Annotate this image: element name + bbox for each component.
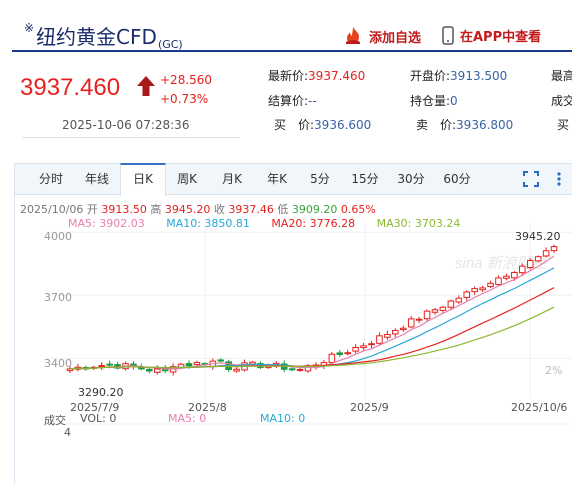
vol-ma5: MA5: 0	[168, 412, 207, 425]
quote-timestamp: 2025-10-06 07:28:36	[62, 118, 190, 132]
stat-label: 结算价:	[268, 94, 309, 108]
ma30-value: MA30: 3703.24	[376, 217, 461, 230]
stat-value: 3936.600	[314, 118, 372, 132]
y-tick-3400: 3400	[44, 357, 72, 370]
volume-sub: 4	[64, 426, 71, 439]
stat-value: 0	[450, 94, 458, 108]
stat-open-interest: 持仓量:0	[410, 92, 458, 109]
ohlc-open: 3913.50	[101, 203, 147, 216]
view-in-app-button[interactable]: 在APP中查看	[442, 26, 541, 45]
stat-high: 最高	[551, 67, 572, 84]
ohlc-close: 3937.46	[228, 203, 274, 216]
vol-ma10: MA10: 0	[260, 412, 306, 425]
ohlc-close-label: 收	[213, 203, 225, 216]
min-price-label: 3290.20	[78, 386, 124, 399]
tab-weekly-k[interactable]: 周K	[177, 172, 197, 186]
stat-settle: 结算价:--	[268, 92, 317, 109]
phone-icon	[442, 26, 454, 45]
ma20-value: MA20: 3776.28	[271, 217, 356, 230]
x-tick-start: 2025/7/9	[70, 401, 120, 414]
ma5-value: MA5: 3902.03	[68, 217, 145, 230]
tab-yearly-k[interactable]: 年K	[267, 172, 287, 186]
page-title: ※ 纽约黄金CFD(GC)	[24, 21, 183, 51]
tab-daily-k[interactable]: 日K	[120, 163, 166, 196]
ohlc-open-label: 开	[86, 203, 98, 216]
stat-label: 最高	[551, 69, 572, 83]
ohlc-readout: 2025/10/06 开 3913.50 高 3945.20 收 3937.46…	[20, 201, 376, 217]
instrument-code: (GC)	[157, 38, 183, 51]
ma-legend: MA5: 3902.03 MA10: 3850.81 MA20: 3776.28…	[68, 217, 478, 230]
divider	[22, 137, 240, 138]
stat-value: 3937.460	[308, 69, 366, 83]
price-change: +28.560 +0.73%	[160, 71, 212, 109]
tab-5min[interactable]: 5分	[310, 172, 330, 186]
ohlc-high-label: 高	[150, 203, 162, 216]
y-tick-3700: 3700	[44, 291, 72, 304]
stat-label: 开盘价:	[410, 69, 451, 83]
volume-label: 成交	[44, 414, 66, 427]
x-tick-aug: 2025/8	[188, 401, 227, 414]
current-price: 3937.460	[20, 74, 121, 101]
stat-bid: 买 价:3936.600	[268, 116, 371, 133]
stat-value: 3913.500	[450, 69, 508, 83]
tab-30min[interactable]: 30分	[397, 172, 425, 186]
ohlc-low-label: 低	[277, 203, 289, 216]
title-underline	[12, 50, 572, 52]
ohlc-pct: 0.65%	[340, 203, 376, 216]
view-in-app-label: 在APP中查看	[460, 30, 542, 45]
tab-15min[interactable]: 15分	[351, 172, 379, 186]
stat-volume: 成交	[551, 92, 572, 109]
stat-label: 成交	[551, 94, 572, 108]
stat-value: --	[308, 94, 317, 108]
chart-frame	[14, 163, 572, 484]
add-watchlist-label: 添加自选	[369, 30, 422, 46]
x-tick-end: 2025/10/6	[511, 401, 568, 414]
tab-intraday[interactable]: 分时	[38, 172, 63, 186]
title-mark-icon: ※	[24, 21, 35, 35]
fullscreen-icon[interactable]	[523, 171, 539, 187]
stat-label: 卖 价:	[416, 118, 457, 132]
page-header: ※ 纽约黄金CFD(GC) 添加自选 在APP中查看	[0, 0, 572, 51]
stat-label: 买 价:	[274, 118, 315, 132]
change-percent: +0.73%	[160, 92, 209, 106]
add-watchlist-button[interactable]: 添加自选	[343, 26, 421, 46]
instrument-name: 纽约黄金CFD	[36, 25, 157, 49]
x-tick-sep: 2025/9	[350, 401, 389, 414]
up-arrow-icon	[137, 76, 155, 96]
ohlc-date: 2025/10/06	[20, 203, 84, 216]
tab-60min[interactable]: 60分	[443, 172, 471, 186]
change-value: +28.560	[160, 73, 213, 87]
period-tabs: 分时 年线 日K 周K 月K 年K 5分 15分 30分 60分	[15, 163, 572, 196]
stat-label: 持仓量:	[410, 94, 451, 108]
tab-monthly-k[interactable]: 月K	[222, 172, 242, 186]
stat-value: 3936.800	[456, 118, 514, 132]
stat-buy-volume: 买	[557, 116, 569, 133]
stat-ask: 卖 价:3936.800	[410, 116, 513, 133]
pct-tick: 2%	[545, 364, 563, 377]
stat-last: 最新价:3937.460	[268, 67, 365, 84]
fire-icon	[346, 27, 360, 44]
ohlc-high: 3945.20	[164, 203, 211, 216]
vol-value: VOL: 0	[80, 412, 117, 425]
more-icon[interactable]	[551, 171, 567, 187]
stat-open: 开盘价:3913.500	[410, 67, 507, 84]
stat-label: 最新价:	[268, 69, 309, 83]
tab-year-line[interactable]: 年线	[84, 172, 109, 186]
ma10-value: MA10: 3850.81	[166, 217, 250, 230]
stat-label: 买	[557, 118, 570, 132]
y-tick-4000: 4000	[44, 230, 72, 243]
max-price-label: 3945.20	[515, 230, 561, 243]
ohlc-low: 3909.20	[291, 203, 338, 216]
